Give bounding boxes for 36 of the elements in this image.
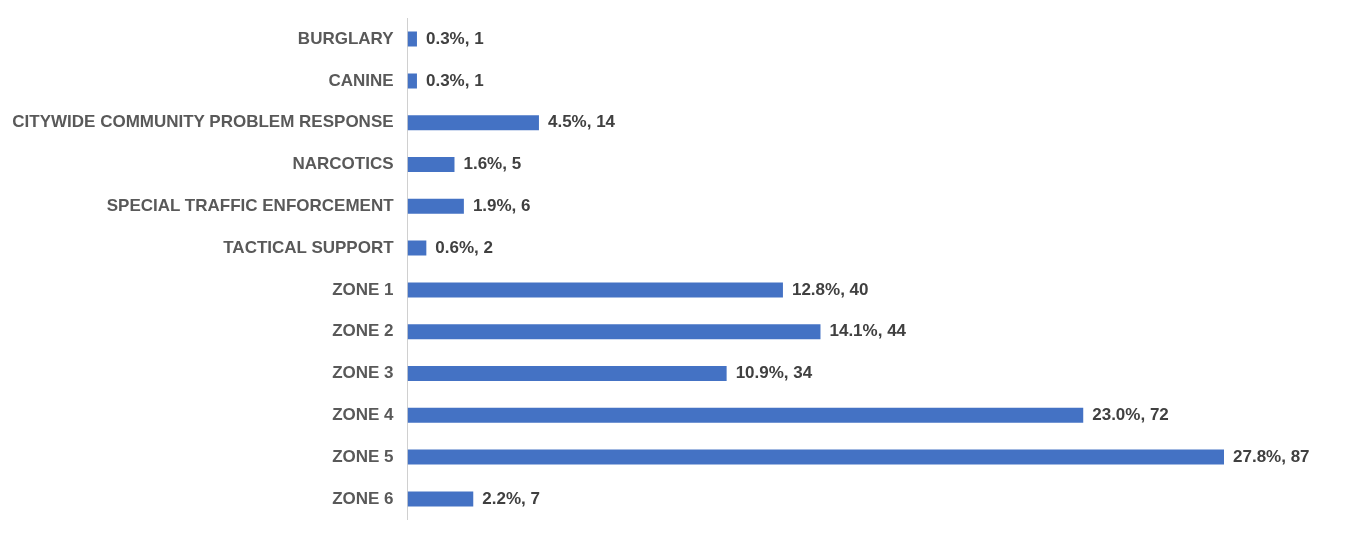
data-label: 23.0%, 72	[1092, 404, 1169, 424]
y-tick-label: ZONE 4	[332, 404, 395, 424]
bar	[407, 491, 474, 507]
data-label: 10.9%, 34	[735, 363, 813, 383]
y-tick-label: NARCOTICS	[292, 154, 394, 174]
y-tick-label: CITYWIDE COMMUNITY PROBLEM RESPONSE	[12, 112, 394, 132]
data-label: 2.2%, 7	[482, 488, 540, 508]
y-tick-label: ZONE 3	[332, 363, 394, 383]
y-tick-label: ZONE 1	[332, 279, 394, 299]
bar	[407, 282, 783, 298]
bar	[407, 240, 427, 256]
y-tick-label: ZONE 5	[332, 446, 394, 466]
y-tick-label: ZONE 6	[332, 488, 394, 508]
y-tick-label: TACTICAL SUPPORT	[223, 237, 395, 257]
bar	[407, 198, 464, 214]
y-tick-label: BURGLARY	[297, 28, 395, 48]
y-tick-label: CANINE	[328, 70, 394, 90]
data-label: 14.1%, 44	[829, 321, 907, 341]
data-label: 1.6%, 5	[463, 154, 522, 174]
data-label: 0.6%, 2	[435, 237, 493, 257]
data-label: 0.3%, 1	[425, 28, 484, 48]
data-label: 12.8%, 40	[791, 279, 869, 299]
bar	[407, 73, 417, 89]
y-tick-label: SPECIAL TRAFFIC ENFORCEMENT	[106, 195, 395, 215]
y-tick-label: ZONE 2	[332, 321, 394, 341]
data-label: 27.8%, 87	[1233, 446, 1310, 466]
data-label: 0.3%, 1	[425, 70, 484, 90]
bar	[407, 31, 417, 47]
data-label: 4.5%, 14	[547, 112, 616, 132]
bar	[407, 156, 455, 173]
bar	[407, 115, 539, 131]
bar	[407, 324, 821, 340]
bar	[407, 407, 1084, 423]
data-label: 1.9%, 6	[472, 195, 531, 215]
bar	[407, 449, 1224, 465]
bar	[407, 365, 727, 382]
